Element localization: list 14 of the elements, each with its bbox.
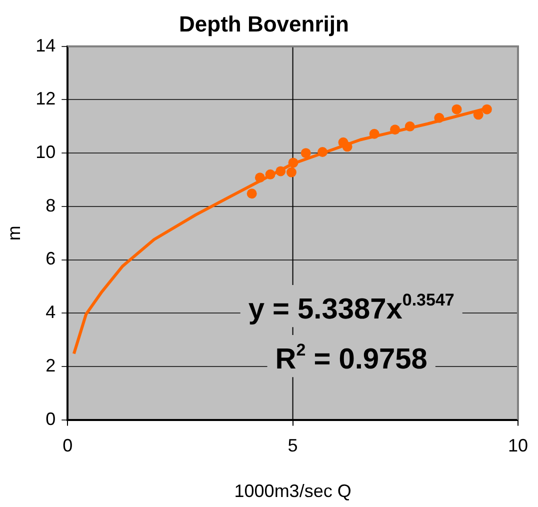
y-tick-label: 4 bbox=[46, 302, 56, 322]
y-tick-label: 12 bbox=[36, 88, 56, 109]
y-tick-label: 8 bbox=[46, 195, 56, 216]
x-tick-label: 0 bbox=[62, 436, 73, 456]
x-axis-title: 1000m3/sec Q bbox=[234, 481, 352, 502]
chart-title: Depth Bovenrijn bbox=[179, 11, 349, 36]
x-tick-label: 10 bbox=[508, 436, 528, 456]
y-axis-title: m bbox=[4, 226, 24, 241]
y-tick-label: 0 bbox=[46, 408, 56, 429]
y-tick-label: 10 bbox=[36, 142, 56, 162]
y-tick-label: 6 bbox=[46, 248, 56, 269]
y-tick-label: 2 bbox=[46, 355, 56, 376]
y-tick-label: 14 bbox=[36, 35, 56, 56]
x-tick-label: 5 bbox=[288, 436, 298, 456]
